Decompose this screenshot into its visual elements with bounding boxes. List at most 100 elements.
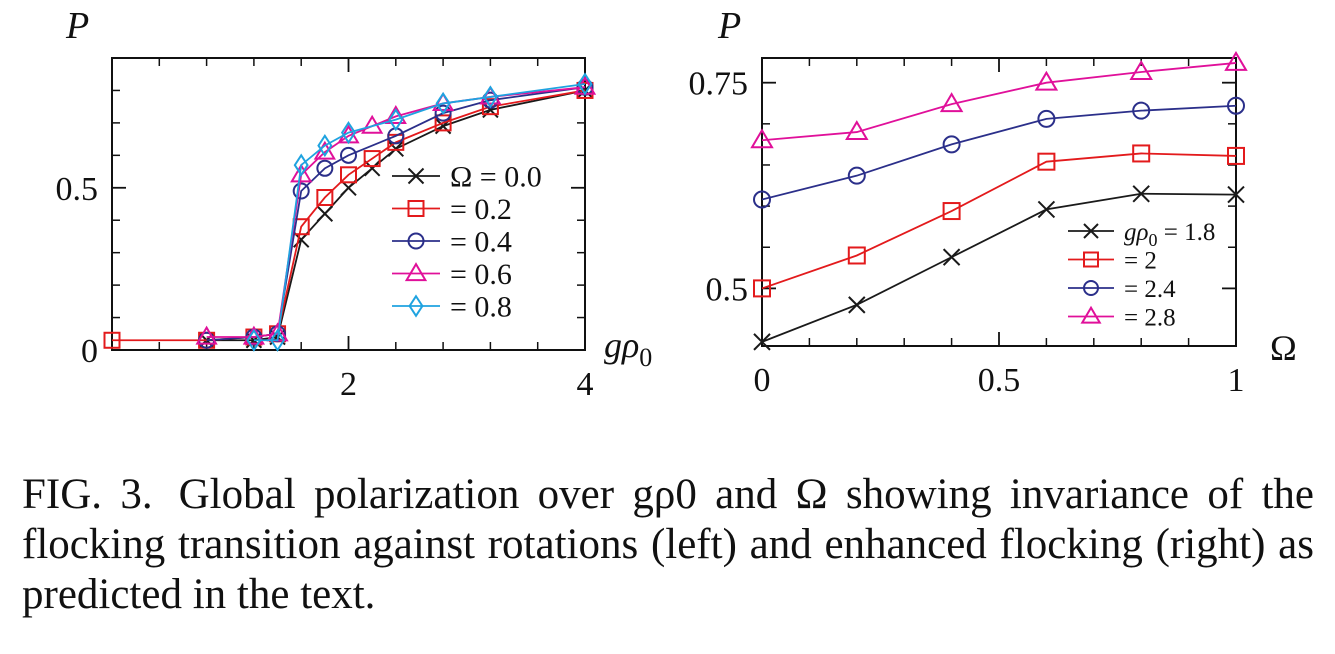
data-point: [753, 333, 771, 351]
legend-item: = 0.2: [392, 193, 512, 226]
data-point: [384, 105, 407, 124]
data-point: [1129, 60, 1153, 80]
data-point: [1227, 185, 1245, 204]
data-point: [313, 140, 336, 160]
data-point: [292, 182, 310, 200]
legend-label: = 0.8: [450, 291, 512, 324]
data-point: [290, 163, 313, 183]
data-point: [1224, 50, 1248, 71]
data-point: [753, 190, 771, 209]
series-3: [753, 96, 1245, 209]
data-point: [363, 150, 381, 168]
data-point: [847, 246, 866, 265]
data-point: [293, 153, 309, 177]
legend-label: = 0.2: [450, 193, 512, 226]
data-point: [942, 202, 961, 221]
legend-marker: [1080, 305, 1102, 324]
legend-item: = 0.6: [392, 258, 512, 291]
y-tick-label: 0.5: [56, 171, 99, 208]
caption-text: Global polarization over gρ0 and Ω showi…: [22, 471, 1314, 618]
x-tick-label: 1: [1228, 362, 1245, 399]
legend-label: = 2.8: [1124, 304, 1176, 331]
data-point: [434, 114, 452, 132]
data-point: [434, 104, 452, 122]
data-point: [246, 328, 262, 352]
legend: gρ0 = 1.8= 2= 2.4= 2.8: [1068, 219, 1215, 331]
legend-label: = 0.6: [450, 258, 512, 291]
data-point: [435, 91, 451, 115]
data-point: [1037, 200, 1056, 219]
data-point: [1037, 109, 1056, 128]
legend-item: = 2.4: [1068, 276, 1176, 303]
data-point: [387, 133, 405, 151]
data-point: [1227, 146, 1245, 165]
data-point: [242, 325, 266, 345]
plot-frame: [761, 57, 1237, 347]
series-2: [753, 144, 1245, 298]
legend-marker: [408, 294, 424, 318]
legend-label: = 2: [1124, 247, 1157, 274]
data-point: [1132, 144, 1151, 163]
data-point: [363, 160, 381, 177]
data-point: [340, 121, 357, 145]
series-4: [195, 75, 597, 345]
x-tick-label: 4: [577, 366, 594, 403]
data-point: [340, 146, 357, 164]
x-tick-label: 0: [754, 362, 771, 399]
data-point: [1034, 70, 1059, 91]
data-point: [316, 205, 334, 222]
data-point: [1132, 185, 1150, 203]
legend-label: Ω = 0.0: [450, 161, 542, 194]
data-point: [388, 108, 404, 132]
data-point: [753, 279, 771, 298]
legend-item: = 0.4: [392, 226, 512, 259]
data-point: [939, 92, 964, 113]
legend-marker: [407, 232, 425, 250]
series-5: [246, 72, 593, 352]
x-tick-label: 0.5: [978, 362, 1021, 399]
data-point: [269, 328, 286, 352]
series-line: [761, 104, 1237, 201]
legend-marker: [1083, 280, 1099, 296]
data-point: [340, 166, 357, 184]
y-axis-label: P: [65, 5, 89, 47]
legend-label: = 2.4: [1124, 276, 1176, 303]
legend-marker: [407, 200, 425, 217]
x-tick-label: 2: [340, 366, 357, 403]
data-point: [577, 72, 593, 96]
legend-item: = 2.8: [1068, 304, 1176, 331]
data-point: [848, 296, 866, 314]
series-line: [761, 152, 1237, 290]
data-point: [481, 98, 499, 116]
figure-caption: FIG. 3. Global polarization over gρ0 and …: [22, 470, 1314, 620]
legend-item: Ω = 0.0: [392, 161, 542, 194]
data-point: [316, 189, 334, 207]
y-tick-label: 0: [81, 333, 98, 370]
series-4: [750, 50, 1248, 149]
legend-label: = 0.4: [450, 226, 512, 259]
legend-marker: [407, 167, 425, 185]
y-axis-label: P: [717, 5, 741, 47]
legend-item: = 0.8: [392, 291, 512, 324]
series-1: [753, 185, 1245, 351]
legend-marker: [1083, 251, 1099, 268]
data-point: [942, 248, 961, 266]
series-line: [761, 62, 1237, 142]
data-point: [942, 135, 961, 154]
y-tick-label: 0.75: [689, 66, 749, 103]
y-tick-label: 0.5: [706, 271, 749, 308]
data-point: [195, 325, 218, 345]
data-point: [750, 128, 774, 149]
legend-label: gρ0 = 1.8: [1124, 219, 1215, 250]
data-point: [845, 120, 869, 141]
legend-marker: [404, 262, 428, 282]
data-point: [482, 85, 498, 109]
data-point: [317, 134, 333, 158]
series-line: [206, 86, 586, 342]
data-point: [387, 140, 405, 158]
legend-marker: [1083, 223, 1099, 239]
data-point: [1227, 96, 1245, 115]
